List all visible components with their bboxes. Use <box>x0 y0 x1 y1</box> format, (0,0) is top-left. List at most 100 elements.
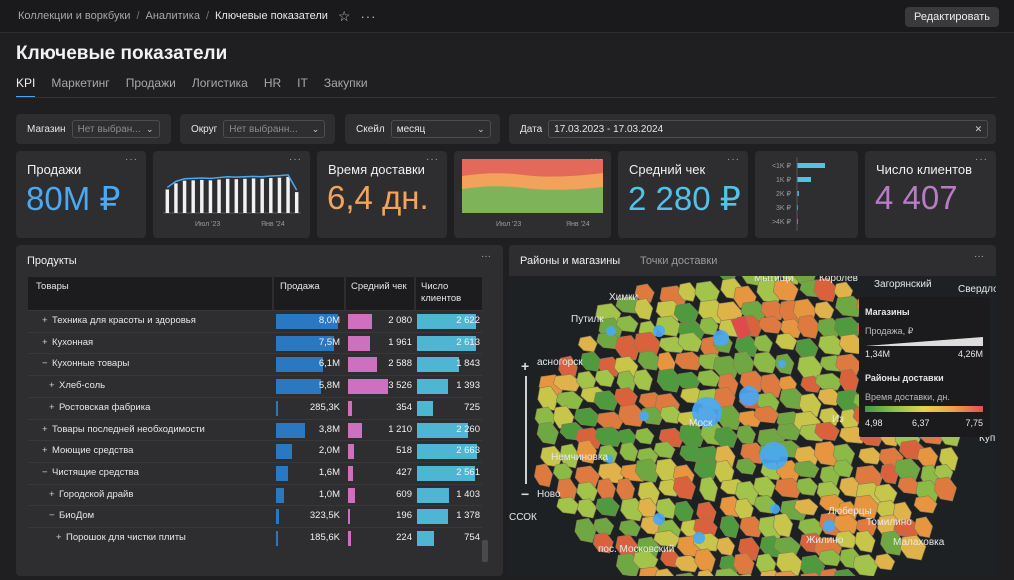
expand-icon[interactable]: + <box>49 488 55 500</box>
district-shape <box>677 282 697 302</box>
zoom-in-icon[interactable]: + <box>521 358 530 374</box>
table-row[interactable]: + Товары последней необходимости 3,8M 1 210… <box>28 418 482 441</box>
sale-value: 2,0M <box>318 445 340 457</box>
sale-value: 323,5K <box>309 510 340 522</box>
expand-icon[interactable]: + <box>42 423 48 435</box>
more-icon[interactable]: ··· <box>481 251 491 262</box>
collapse-icon[interactable]: − <box>42 466 48 478</box>
star-icon[interactable]: ☆ <box>337 7 351 24</box>
row-name: + Ростовская фабрика <box>49 402 150 413</box>
store-select[interactable]: Нет выбран... ⌄ <box>71 120 160 138</box>
district-shape <box>774 477 803 499</box>
bar <box>797 177 811 182</box>
more-icon[interactable]: ··· <box>289 154 302 165</box>
sale-bar <box>276 509 279 525</box>
column-header[interactable]: Продажа <box>274 277 344 310</box>
more-icon[interactable]: ··· <box>975 154 988 165</box>
date-range-input[interactable]: 17.03.2023 - 17.03.2024 ✕ <box>548 120 989 138</box>
more-icon[interactable]: ··· <box>360 8 377 24</box>
district-shape <box>714 567 741 576</box>
district-select[interactable]: Нет выбранн... ⌄ <box>223 120 326 138</box>
expand-icon[interactable]: + <box>56 532 62 543</box>
legend-max: 7,75 <box>965 418 983 428</box>
zoom-slider-track[interactable] <box>525 376 527 484</box>
breadcrumb-item[interactable]: Коллекции и воркбуки <box>18 10 131 22</box>
district-shape <box>879 463 899 485</box>
more-icon[interactable]: ··· <box>974 251 984 262</box>
scale-select[interactable]: месяц ⌄ <box>390 120 491 138</box>
check-bar <box>348 335 371 351</box>
tab-marketing[interactable]: Маркетинг <box>51 76 110 90</box>
map-zoom-control[interactable]: + − <box>521 358 531 503</box>
table-row[interactable]: + Городской драйв 1,0M 609 1 403 <box>28 483 482 506</box>
tick-label: Янв '24 <box>261 221 285 228</box>
tab-logistics[interactable]: Логистика <box>191 76 248 90</box>
store-filter: Магазин Нет выбран... ⌄ <box>16 114 171 144</box>
table-row[interactable]: + Хлеб-соль 5,8M 3 526 1 393 <box>28 375 482 397</box>
row-label: Кухонные товары <box>52 358 130 370</box>
bar <box>260 178 264 213</box>
store-marker <box>713 330 729 346</box>
kpi-label: Число клиентов <box>876 162 973 177</box>
district-shape <box>595 496 620 517</box>
district-shape <box>596 411 625 430</box>
tab-delivery-points[interactable]: Точки доставки <box>640 255 718 267</box>
collapse-icon[interactable]: − <box>49 510 55 522</box>
tab-hr[interactable]: HR <box>263 76 282 90</box>
district-shape <box>537 385 559 411</box>
district-shape <box>800 554 826 576</box>
district-shape <box>660 548 680 568</box>
edit-button[interactable]: Редактировать <box>905 7 999 27</box>
more-icon[interactable]: ··· <box>590 154 603 165</box>
sale-bar <box>276 422 306 438</box>
bar <box>200 179 204 213</box>
more-icon[interactable]: ··· <box>727 154 740 165</box>
map-label: Моск <box>689 418 713 429</box>
column-header[interactable]: Число клиентов <box>416 277 482 310</box>
district-shape <box>555 390 584 410</box>
district-shape <box>814 372 843 391</box>
column-header[interactable]: Товары <box>28 277 272 310</box>
check-bar <box>348 400 353 416</box>
expand-icon[interactable]: + <box>42 445 48 457</box>
table-row[interactable]: + Ростовская фабрика 285,3K 354 725 <box>28 396 482 419</box>
scrollbar[interactable] <box>482 540 488 562</box>
tab-it[interactable]: IT <box>297 76 308 90</box>
zoom-out-icon[interactable]: − <box>521 486 530 502</box>
table-row[interactable]: − Кухонные товары 6,1M 2 588 1 843 <box>28 353 482 375</box>
tick-label: Июл '23 <box>496 221 521 228</box>
tab-kpi[interactable]: KPI <box>16 76 36 98</box>
sales-trend-chart: Июл '23 Янв '24 <box>163 174 301 228</box>
table-row[interactable]: + Моющие средства 2,0M 518 2 663 <box>28 440 482 462</box>
tab-districts-stores[interactable]: Районы и магазины <box>520 255 621 267</box>
breadcrumb-item[interactable]: Аналитика <box>145 10 200 22</box>
clear-icon[interactable]: ✕ <box>974 123 983 134</box>
district-shape <box>634 283 655 303</box>
row-name: + Порошок для чистки плиты <box>56 532 186 543</box>
table-row[interactable]: − Чистящие средства 1,6M 427 2 561 <box>28 461 482 484</box>
district-shape <box>614 387 638 408</box>
table-row[interactable]: + Кухонная 7,5M 1 961 2 613 <box>28 331 482 354</box>
tab-sales[interactable]: Продажи <box>125 76 176 90</box>
expand-icon[interactable]: + <box>49 401 55 413</box>
row-name: + Хлеб-соль <box>49 380 105 391</box>
expand-icon[interactable]: + <box>49 380 55 392</box>
column-header[interactable]: Средний чек <box>346 277 414 310</box>
more-icon[interactable]: ··· <box>426 154 439 165</box>
table-row[interactable]: + Техника для красоты и здоровья 8,0M 2 080… <box>28 310 482 332</box>
kpi-card-clients: ··· Число клиентов 4 407 <box>865 151 996 238</box>
expand-icon[interactable]: + <box>42 336 48 348</box>
district-shape <box>594 426 624 447</box>
district-shape <box>933 476 957 502</box>
district-shape <box>795 477 818 496</box>
expand-icon[interactable]: + <box>42 315 48 326</box>
district-shape <box>633 368 653 391</box>
tab-purchases[interactable]: Закупки <box>323 76 368 90</box>
collapse-icon[interactable]: − <box>42 358 48 370</box>
district-shape <box>852 554 879 576</box>
table-row[interactable]: + Порошок для чистки плиты 185,6K 224 754 <box>28 527 482 549</box>
check-bar <box>348 422 362 438</box>
table-row[interactable]: − БиоДом 323,5K 196 1 378 <box>28 505 482 527</box>
more-icon[interactable]: ··· <box>125 154 138 165</box>
store-marker <box>653 513 665 525</box>
